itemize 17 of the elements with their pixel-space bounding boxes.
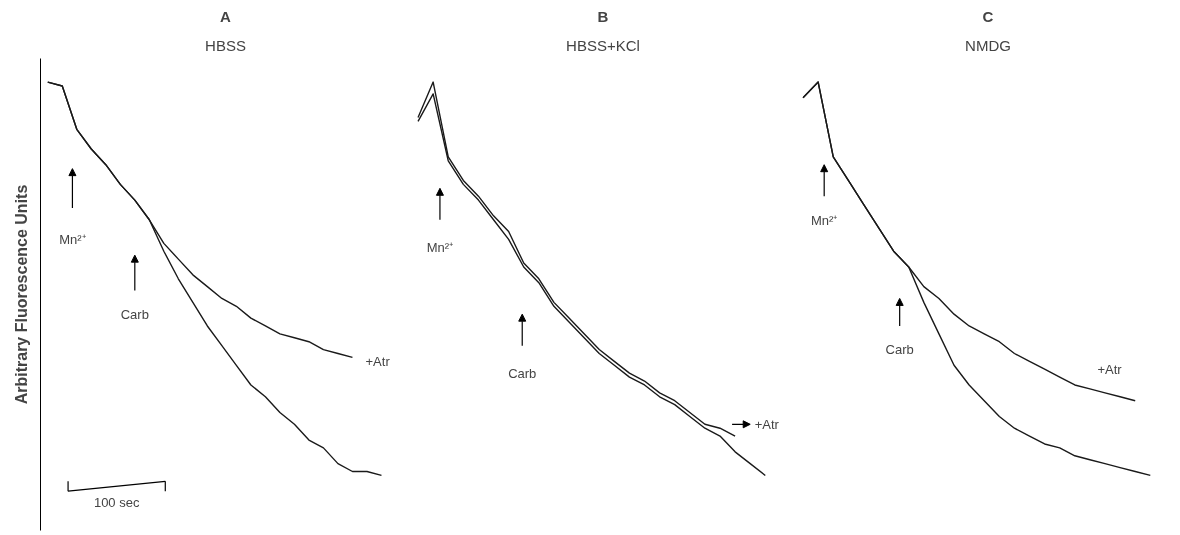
chart-subtitle: NMDG — [965, 36, 1011, 54]
annotation: +Atr — [754, 417, 780, 433]
chart-subtitle: HBSS+KCl — [566, 36, 640, 54]
chart-subtitle: HBSS — [205, 36, 246, 54]
chart-title: A — [220, 7, 232, 25]
chart-title: B — [597, 7, 609, 25]
annotation: Carb — [885, 342, 914, 358]
text: 100 sec — [93, 495, 140, 511]
annotation: Carb — [508, 366, 537, 382]
annotation: Mn²⁺ — [810, 212, 838, 228]
y-axis-title: Arbitrary Fluorescence Units — [12, 184, 30, 405]
annotation: Mn²⁺ — [59, 232, 86, 248]
annotation: Mn²⁺ — [426, 240, 454, 256]
annotation: +Atr — [365, 354, 391, 370]
chart-title: C — [982, 7, 994, 25]
annotation: +Atr — [1097, 362, 1123, 378]
annotation: Carb — [120, 307, 149, 323]
